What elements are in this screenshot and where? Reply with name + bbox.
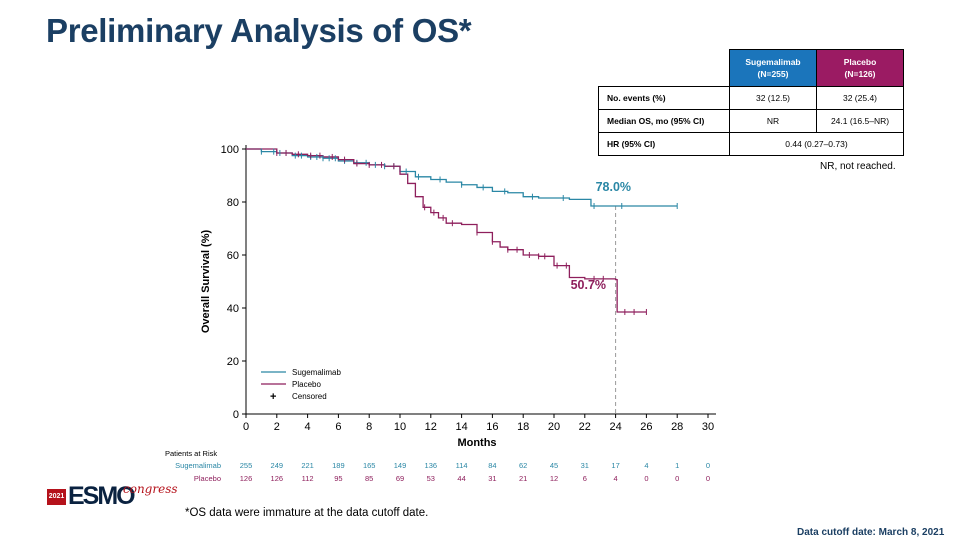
x-tick-label: 26 <box>640 421 652 433</box>
y-axis-title: Overall Survival (%) <box>200 230 212 334</box>
curve-placebo <box>246 148 647 313</box>
events-placebo: 32 (25.4) <box>816 86 904 110</box>
x-tick-label: 30 <box>702 421 714 433</box>
x-tick-label: 8 <box>366 421 372 433</box>
x-tick-label: 0 <box>243 421 249 433</box>
hr-label: HR (95% CI) <box>598 132 730 156</box>
patients-at-risk-table: Patients at Risk Sugemalimab 255 249 221 189 1… <box>165 449 710 483</box>
y-tick-label: 60 <box>227 250 239 262</box>
data-cutoff-date: Data cutoff date: March 8, 2021 <box>797 527 945 538</box>
placebo-header-n: (N=126) <box>844 69 876 79</box>
nr-note: NR, not reached. <box>820 161 896 172</box>
at-risk-label-placebo: Placebo <box>194 474 221 483</box>
at-risk-value-sugemalimab: 249 <box>271 461 284 470</box>
sugemalimab-header-n: (N=255) <box>757 69 789 79</box>
at-risk-value-placebo: 12 <box>550 474 558 483</box>
survival-curves <box>246 148 678 313</box>
sugemalimab-header: Sugemalimab (N=255) <box>729 49 817 87</box>
censor-marks <box>260 148 678 315</box>
y-tick-label: 80 <box>227 197 239 209</box>
chart-legend: Sugemalimab Placebo + Censored <box>261 368 341 403</box>
x-tick-label: 10 <box>394 421 406 433</box>
at-risk-value-placebo: 53 <box>427 474 435 483</box>
at-risk-value-placebo: 44 <box>457 474 465 483</box>
at-risk-value-sugemalimab: 31 <box>581 461 589 470</box>
at-risk-value-sugemalimab: 0 <box>706 461 710 470</box>
annotation-sugemalimab: 78.0% <box>596 180 631 194</box>
x-tick-label: 12 <box>425 421 437 433</box>
at-risk-value-sugemalimab: 189 <box>332 461 345 470</box>
at-risk-value-placebo: 6 <box>583 474 587 483</box>
esmo-logo-name: ESMO <box>68 482 136 510</box>
at-risk-value-sugemalimab: 84 <box>488 461 496 470</box>
at-risk-value-sugemalimab: 221 <box>301 461 314 470</box>
annotations: 78.0% 50.7% <box>571 180 631 292</box>
placebo-header-name: Placebo <box>843 57 877 67</box>
x-tick-label: 20 <box>548 421 560 433</box>
x-tick-label: 4 <box>305 421 311 433</box>
at-risk-value-placebo: 0 <box>675 474 679 483</box>
summary-header-row: Sugemalimab (N=255) Placebo (N=126) <box>599 49 904 87</box>
at-risk-value-placebo: 4 <box>614 474 618 483</box>
summary-table: Sugemalimab (N=255) Placebo (N=126) No. … <box>598 49 904 156</box>
at-risk-value-sugemalimab: 149 <box>394 461 407 470</box>
median-label: Median OS, mo (95% CI) <box>598 109 730 133</box>
at-risk-value-placebo: 126 <box>271 474 284 483</box>
x-tick-label: 24 <box>609 421 621 433</box>
x-tick-label: 22 <box>579 421 591 433</box>
y-tick-label: 40 <box>227 303 239 315</box>
axes: 0 2 4 6 8 10 12 14 16 18 20 22 24 26 28 30020406080100M… <box>200 144 716 449</box>
summary-row-median: Median OS, mo (95% CI) NR 24.1 (16.5–NR) <box>598 109 904 133</box>
at-risk-value-placebo: 126 <box>240 474 253 483</box>
x-tick-label: 18 <box>517 421 529 433</box>
at-risk-value-sugemalimab: 255 <box>240 461 253 470</box>
at-risk-value-sugemalimab: 1 <box>675 461 679 470</box>
legend-label-sugemalimab: Sugemalimab <box>292 368 341 377</box>
footnote: *OS data were immature at the data cutof… <box>185 507 429 519</box>
curve-sugemalimab <box>246 148 678 207</box>
y-tick-label: 20 <box>227 356 239 368</box>
legend-censored-symbol: + <box>270 391 276 403</box>
x-tick-label: 28 <box>671 421 683 433</box>
hr-value: 0.44 (0.27–0.73) <box>729 132 904 156</box>
at-risk-value-placebo: 0 <box>706 474 710 483</box>
at-risk-label-sugemalimab: Sugemalimab <box>175 461 221 470</box>
events-label: No. events (%) <box>598 86 730 110</box>
x-tick-label: 14 <box>455 421 467 433</box>
at-risk-value-sugemalimab: 45 <box>550 461 558 470</box>
placebo-header: Placebo (N=126) <box>816 49 904 87</box>
y-tick-label: 0 <box>233 409 239 421</box>
at-risk-value-sugemalimab: 62 <box>519 461 527 470</box>
x-tick-label: 16 <box>486 421 498 433</box>
summary-row-hr: HR (95% CI) 0.44 (0.27–0.73) <box>598 132 904 156</box>
esmo-logo-congress: congress <box>123 482 178 496</box>
x-tick-label: 6 <box>335 421 341 433</box>
legend-label-censored: Censored <box>292 392 327 401</box>
esmo-logo-year: 2021 <box>47 489 66 505</box>
at-risk-value-sugemalimab: 114 <box>456 461 468 470</box>
slide-title: Preliminary Analysis of OS* <box>46 12 472 49</box>
legend-label-placebo: Placebo <box>292 380 321 389</box>
median-sugemalimab: NR <box>729 109 817 133</box>
at-risk-header: Patients at Risk <box>165 449 217 458</box>
at-risk-value-placebo: 69 <box>396 474 404 483</box>
median-placebo: 24.1 (16.5–NR) <box>816 109 904 133</box>
at-risk-value-sugemalimab: 136 <box>425 461 438 470</box>
at-risk-value-sugemalimab: 17 <box>611 461 619 470</box>
at-risk-value-placebo: 31 <box>488 474 496 483</box>
x-axis-title: Months <box>457 437 496 449</box>
at-risk-value-placebo: 95 <box>334 474 342 483</box>
at-risk-value-placebo: 0 <box>644 474 648 483</box>
at-risk-value-placebo: 112 <box>302 474 314 483</box>
sugemalimab-header-name: Sugemalimab <box>745 57 801 67</box>
at-risk-value-placebo: 85 <box>365 474 373 483</box>
y-tick-label: 100 <box>221 144 239 156</box>
at-risk-value-sugemalimab: 165 <box>363 461 376 470</box>
kaplan-meier-chart: 0 2 4 6 8 10 12 14 16 18 20 22 24 26 28 30020406080100M… <box>165 144 716 483</box>
x-tick-label: 2 <box>274 421 280 433</box>
annotation-placebo: 50.7% <box>571 278 606 292</box>
at-risk-value-sugemalimab: 4 <box>644 461 648 470</box>
at-risk-value-placebo: 21 <box>519 474 527 483</box>
